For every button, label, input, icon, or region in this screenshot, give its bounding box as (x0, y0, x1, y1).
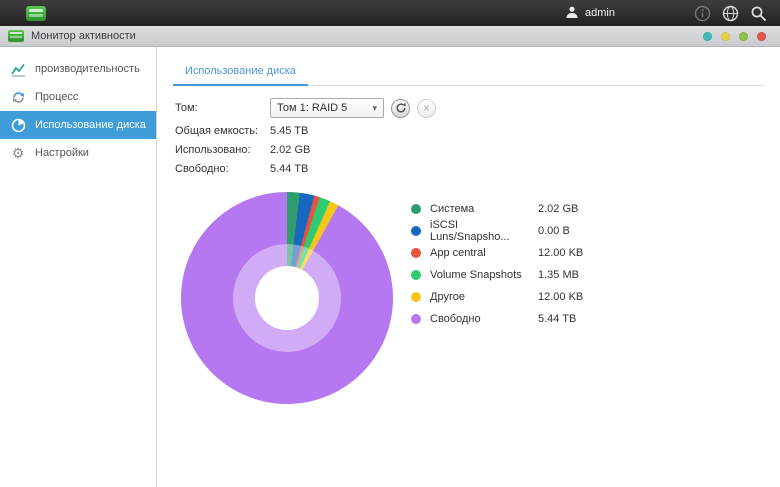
legend-value: 12.00 KB (538, 247, 584, 259)
sidebar: производительность Процесс (0, 47, 157, 487)
info-icon[interactable] (693, 4, 712, 23)
used-label: Использовано: (175, 144, 251, 156)
pie-chart-icon (10, 117, 26, 133)
legend-label: Система (430, 203, 475, 215)
activity-monitor-window: Монитор активности производительность (0, 26, 780, 487)
close-icon: × (422, 101, 430, 115)
legend-item: iSCSI Luns/Snapsho... 0.00 B (411, 219, 583, 243)
sidebar-item-process[interactable]: Процесс (0, 83, 156, 111)
app-logo-icon[interactable] (26, 5, 46, 21)
window-controls (703, 31, 766, 41)
legend-value: 0.00 B (538, 225, 570, 237)
globe-icon[interactable] (721, 4, 740, 23)
legend-color-dot (411, 314, 421, 324)
legend-item: App central 12.00 KB (411, 242, 583, 264)
used-value: 2.02 GB (270, 144, 311, 156)
minimize-button[interactable] (721, 31, 730, 41)
legend-value: 2.02 GB (538, 203, 579, 215)
pin-button[interactable] (703, 31, 712, 41)
window-titlebar[interactable]: Монитор активности (0, 26, 780, 47)
legend-item: Volume Snapshots 1.35 MB (411, 264, 583, 286)
legend-label: Другое (430, 291, 465, 303)
volume-select[interactable]: Том 1: RAID 5 ▾ (270, 98, 384, 118)
maximize-button[interactable] (739, 31, 748, 41)
volume-select-value: Том 1: RAID 5 (277, 102, 348, 114)
legend-label: Volume Snapshots (430, 269, 522, 281)
main-content: Использование диска Том: Том 1: RAID 5 ▾ (157, 47, 780, 487)
chart-area: Система 2.02 GB iSCSI Luns/Snapsho... 0.00 … (181, 192, 780, 404)
gear-icon: ⚙ (11, 145, 25, 161)
sidebar-item-performance[interactable]: производительность (0, 55, 156, 83)
refresh-button[interactable] (391, 98, 410, 118)
window-title: Монитор активности (31, 30, 136, 42)
legend-color-dot (411, 292, 421, 302)
legend-item: Свободно 5.44 TB (411, 308, 583, 330)
process-refresh-icon (10, 89, 26, 105)
chart-legend: Система 2.02 GB iSCSI Luns/Snapsho... 0.00 … (411, 198, 583, 404)
disk-usage-donut-chart (181, 192, 393, 404)
sidebar-item-label: производительность (35, 63, 140, 75)
topbar-icons (693, 4, 768, 23)
legend-color-dot (411, 270, 421, 280)
legend-item: Другое 12.00 KB (411, 286, 583, 308)
donut-hole (255, 266, 319, 330)
refresh-icon (395, 103, 406, 113)
legend-color-dot (411, 226, 421, 236)
legend-label: Свободно (430, 313, 481, 325)
sidebar-item-settings[interactable]: ⚙ Настройки (0, 139, 156, 167)
legend-value: 5.44 TB (538, 313, 577, 325)
search-icon[interactable] (749, 4, 768, 23)
sidebar-item-label: Использование диска (35, 119, 146, 131)
disk-usage-form: Том: Том 1: RAID 5 ▾ × (175, 98, 780, 182)
close-button[interactable] (757, 31, 766, 41)
clear-button[interactable]: × (417, 98, 436, 118)
sidebar-item-label: Настройки (35, 147, 89, 159)
legend-value: 12.00 KB (538, 291, 584, 303)
legend-color-dot (411, 204, 421, 214)
user-icon (565, 5, 579, 22)
capacity-label: Общая емкость: (175, 125, 259, 137)
legend-label: App central (430, 247, 486, 259)
free-value: 5.44 TB (270, 163, 309, 175)
sidebar-item-disk-usage[interactable]: Использование диска (0, 111, 156, 139)
tab-disk-usage[interactable]: Использование диска (173, 59, 308, 86)
capacity-value: 5.45 TB (270, 125, 309, 137)
performance-chart-icon (10, 61, 26, 77)
legend-label: iSCSI Luns/Snapsho... (430, 219, 510, 243)
legend-value: 1.35 MB (538, 269, 579, 281)
chevron-down-icon: ▾ (372, 102, 377, 113)
tab-bar: Использование диска (173, 59, 764, 86)
legend-color-dot (411, 248, 421, 258)
free-label: Свободно: (175, 163, 229, 175)
user-menu[interactable]: admin (565, 5, 615, 22)
username-label: admin (585, 7, 615, 19)
legend-item: Система 2.02 GB (411, 198, 583, 220)
volume-label: Том: (175, 102, 198, 114)
activity-monitor-icon (8, 30, 24, 42)
sidebar-item-label: Процесс (35, 91, 79, 103)
topbar: admin (0, 0, 780, 26)
